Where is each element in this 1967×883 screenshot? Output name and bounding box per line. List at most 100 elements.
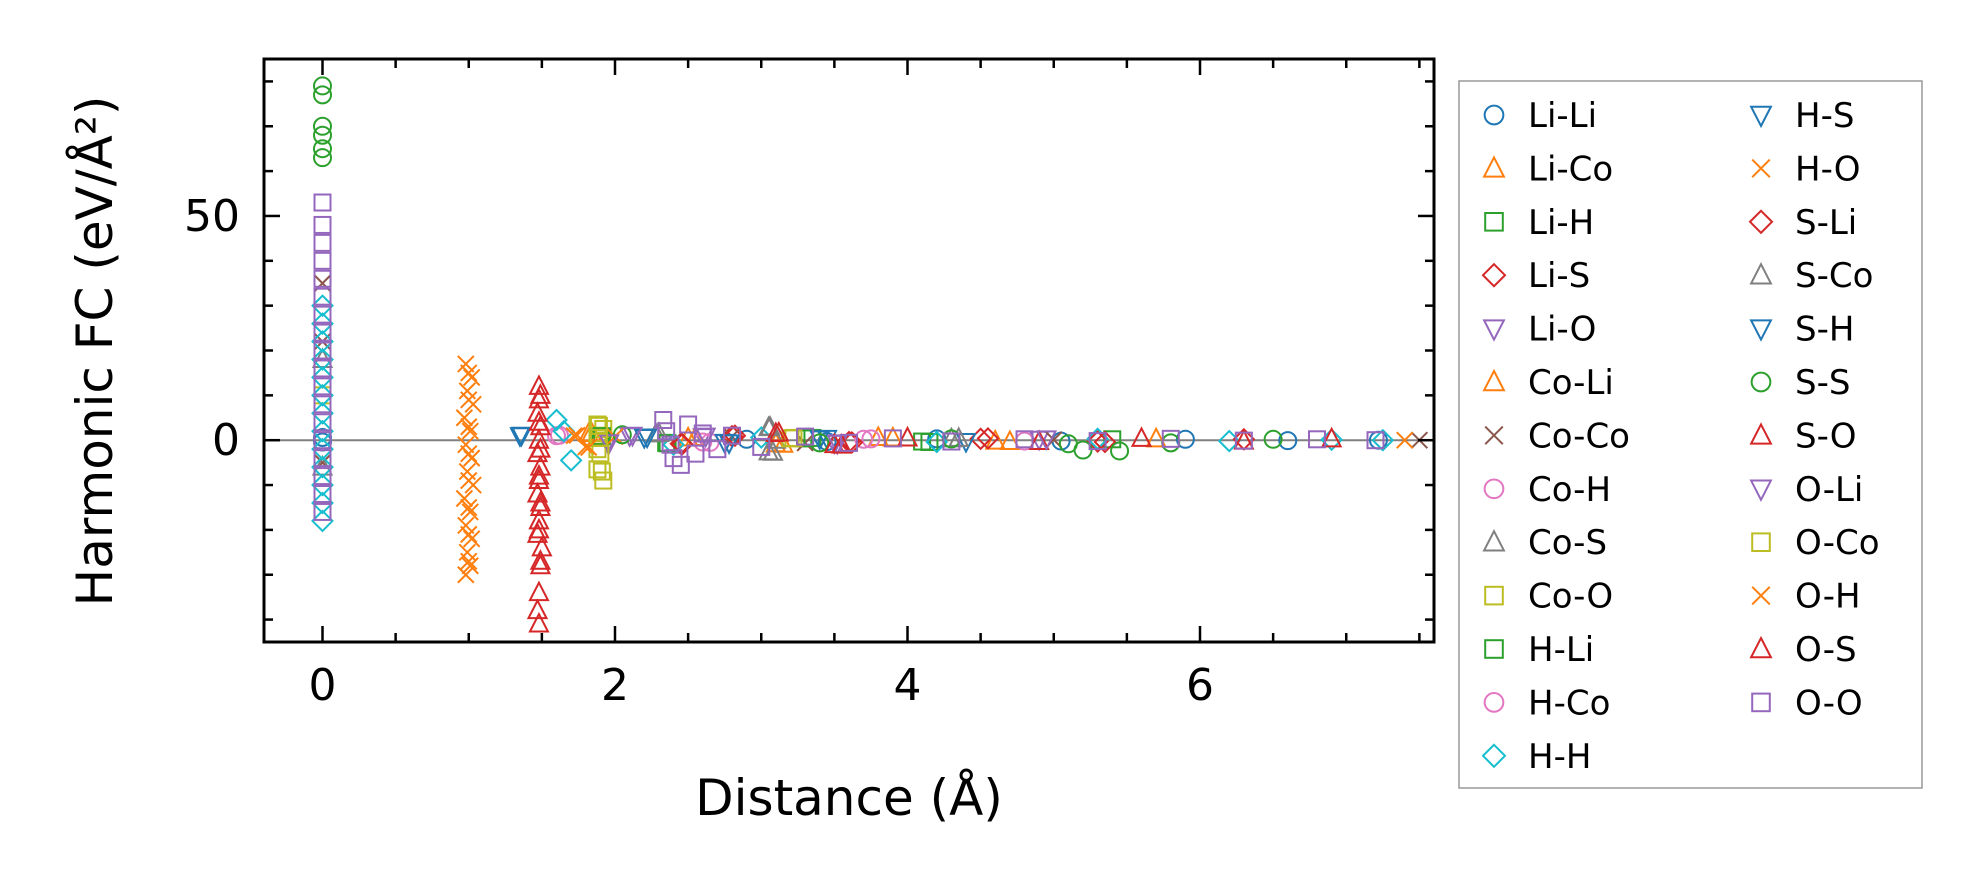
x-axis-label: Distance (Å): [695, 769, 1003, 827]
data-point: [854, 429, 874, 449]
legend-item: O-Co: [1751, 523, 1880, 563]
series-o-h: [460, 364, 598, 570]
data-point: [460, 391, 478, 409]
data-point: [920, 432, 939, 451]
data-point: [460, 525, 478, 544]
data-point: [579, 438, 598, 457]
data-point: [588, 415, 607, 434]
legend-label: S-O: [1795, 416, 1857, 456]
data-point: [1130, 426, 1153, 447]
data-point: [661, 435, 680, 454]
data-point: [311, 294, 334, 318]
data-point: [528, 580, 550, 602]
legend-item: S-Co: [1749, 256, 1873, 296]
data-point: [1234, 431, 1253, 450]
data-point: [861, 429, 881, 449]
legend-label: Li-H: [1528, 203, 1594, 243]
data-point: [528, 611, 550, 633]
data-point: [867, 425, 889, 447]
legend-label: O-Co: [1795, 523, 1880, 563]
data-point: [457, 566, 475, 584]
data-point: [311, 365, 334, 389]
legend-item: H-S: [1749, 96, 1854, 136]
legend-marker: [1749, 262, 1773, 285]
legend-label: Co-Co: [1528, 416, 1630, 456]
data-point: [461, 503, 479, 521]
data-point: [311, 330, 334, 353]
legend-marker: [1484, 639, 1504, 659]
data-point: [311, 419, 334, 443]
legend-marker: [1481, 743, 1507, 769]
legend-marker: [1749, 422, 1773, 445]
data-point: [462, 530, 481, 548]
legend-item: Li-S: [1481, 256, 1590, 296]
data-point: [955, 433, 977, 454]
data-point: [455, 489, 474, 508]
legend-marker: [1484, 212, 1504, 232]
data-point: [528, 463, 550, 485]
legend-label: O-H: [1795, 577, 1861, 617]
data-point: [1320, 426, 1343, 448]
data-point: [1278, 431, 1298, 451]
data-point: [455, 409, 474, 427]
legend-marker: [1749, 105, 1773, 129]
legend-item: O-H: [1751, 577, 1861, 617]
legend-marker: [1484, 585, 1504, 606]
legend-marker: [1748, 209, 1774, 235]
legend-label: H-Li: [1528, 630, 1594, 670]
x-tick-label: 4: [894, 660, 922, 711]
plot-frame: [262, 57, 1436, 644]
data-point: [1088, 432, 1107, 451]
data-point: [942, 432, 961, 451]
legend-item: H-Li: [1484, 630, 1594, 670]
data-point: [598, 434, 620, 456]
series-o-s: [528, 383, 853, 570]
legend-marker: [1481, 262, 1507, 288]
data-point: [313, 467, 332, 486]
data-point: [313, 215, 332, 234]
legend-label: Li-O: [1528, 310, 1596, 350]
data-point: [1093, 430, 1117, 454]
data-point: [1366, 431, 1385, 450]
series-h-h: [311, 294, 1395, 533]
data-point: [311, 401, 334, 425]
data-point: [313, 485, 332, 504]
series-o-co: [589, 416, 803, 481]
data-point: [1110, 441, 1130, 461]
data-point: [460, 552, 478, 570]
x-tick-label: 6: [1186, 660, 1214, 711]
legend-item: H-H: [1481, 737, 1591, 777]
data-point: [1308, 430, 1326, 449]
data-point: [461, 557, 479, 575]
data-point: [311, 473, 334, 497]
data-point: [311, 509, 334, 533]
data-point: [999, 429, 1021, 451]
data-point: [461, 422, 479, 440]
data-point: [752, 437, 771, 456]
x-tick-label: 2: [601, 660, 629, 711]
y-tick-label: 0: [212, 415, 240, 466]
data-point: [311, 437, 334, 461]
data-point: [529, 490, 552, 512]
legend-item: Co-O: [1484, 577, 1613, 617]
legend-marker: [1749, 635, 1773, 659]
legend-marker: [1482, 319, 1506, 342]
legend-marker: [1749, 479, 1773, 502]
data-point: [883, 429, 902, 448]
legend-frame: [1458, 80, 1923, 789]
legend-item: O-O: [1751, 683, 1863, 723]
data-point: [313, 395, 332, 414]
legend-label: O-Li: [1795, 470, 1863, 510]
legend-marker: [1483, 104, 1505, 126]
data-point: [311, 491, 334, 515]
data-point: [1371, 428, 1395, 452]
legend-item: Li-Li: [1483, 96, 1597, 136]
data-point: [1028, 429, 1050, 451]
data-point: [460, 471, 478, 490]
legend-marker: [1750, 371, 1772, 393]
legend-item: S-S: [1750, 363, 1850, 403]
legend-marker: [1751, 692, 1771, 713]
data-point: [311, 383, 334, 407]
data-point: [529, 549, 552, 570]
data-point: [528, 410, 550, 431]
